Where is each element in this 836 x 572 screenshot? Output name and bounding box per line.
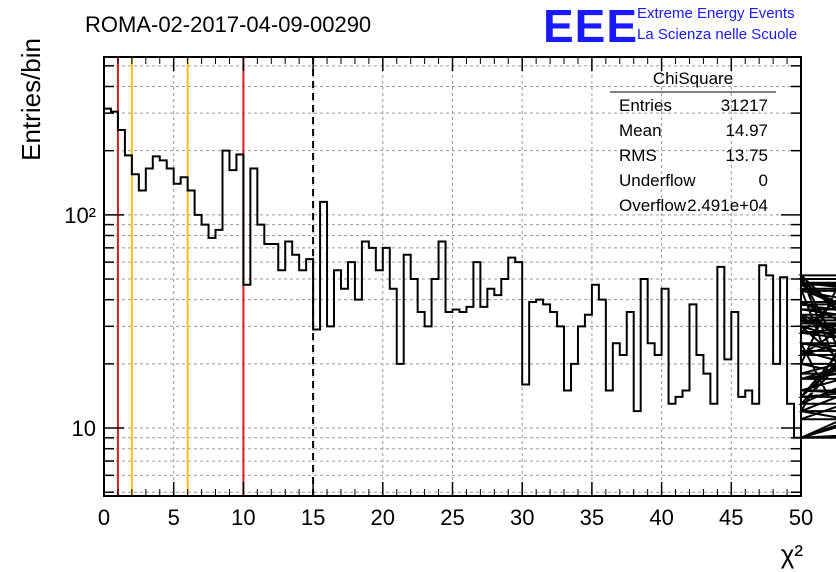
stats-label: Overflow [619, 196, 687, 215]
x-tick-label: 30 [510, 505, 534, 530]
stats-label: RMS [619, 146, 657, 165]
stats-value: 0 [759, 171, 768, 190]
stats-label: Underflow [619, 171, 696, 190]
axis-ticks [103, 57, 802, 496]
stats-value: 13.75 [725, 146, 768, 165]
stats-value: 31217 [721, 96, 768, 115]
stats-label: Entries [619, 96, 672, 115]
stats-name: ChiSquare [653, 69, 733, 88]
x-tick-label: 35 [580, 505, 604, 530]
x-tick-label: 25 [440, 505, 464, 530]
y-tick-label: 10² [64, 203, 96, 228]
x-tick-label: 20 [371, 505, 395, 530]
stats-value: 14.97 [725, 121, 768, 140]
cut-lines [116, 57, 315, 496]
x-tick-label: 45 [719, 505, 743, 530]
run-title: ROMA-02-2017-04-09-00290 [85, 12, 371, 37]
x-tick-label: 40 [649, 505, 673, 530]
stats-box: ChiSquare Entries 31217 Mean 14.97 RMS 13.75 U… [610, 69, 776, 215]
x-tick-label: 15 [301, 505, 325, 530]
x-tick-label: 10 [231, 505, 255, 530]
grid-lines [104, 57, 801, 496]
y-axis-label: Entries/bin [16, 38, 46, 161]
logo-line-2: La Scienza nelle Scuole [637, 26, 797, 43]
histogram-series [104, 107, 836, 439]
x-tick-label: 5 [168, 505, 180, 530]
tick-labels: 0 5 10 15 20 25 30 35 40 45 50 10 10² [64, 203, 813, 530]
logo-line-1: Extreme Energy Events [637, 5, 795, 22]
x-tick-label: 50 [789, 505, 813, 530]
eee-logo-mark: EEE [543, 0, 638, 52]
y-tick-label: 10 [72, 416, 96, 441]
x-axis-label: χ² [781, 539, 804, 569]
stats-label: Mean [619, 121, 662, 140]
eee-logo: EEE Extreme Energy Events La Scienza nel… [543, 0, 797, 52]
stats-value: 2.491e+04 [687, 196, 768, 215]
x-tick-label: 0 [98, 505, 110, 530]
